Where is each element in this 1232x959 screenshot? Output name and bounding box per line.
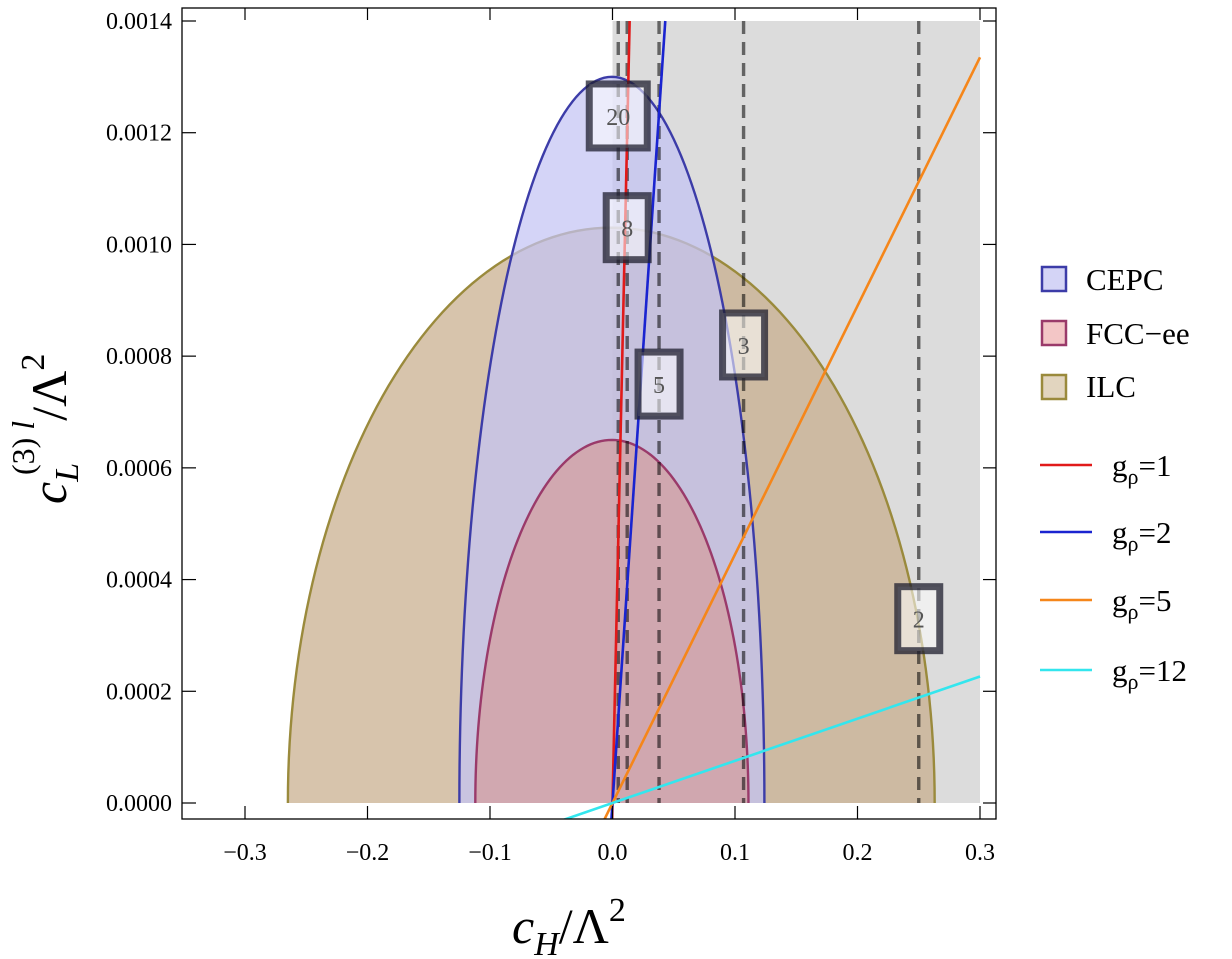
y-tick-label-5: 0.0010 [106, 232, 172, 258]
legend-label-cepc: CEPC [1086, 262, 1164, 297]
contour-label-3: 3 [738, 334, 750, 360]
y-title-main: c [21, 482, 77, 504]
contour-label-20: 20 [606, 105, 630, 131]
contour-labels: 20 8 5 3 2 [585, 80, 944, 655]
legend-swatch-cepc [1040, 265, 1068, 293]
line-g2 [610, 20, 667, 819]
y-title-sup3: 2 [15, 354, 52, 371]
legend-label-g1: gρ=1 [1112, 448, 1171, 489]
x-title-sup: 2 [609, 892, 626, 929]
x-tick-label-4: 0.1 [720, 840, 750, 866]
y-title-sup1: (3) [5, 438, 41, 475]
legend-swatch-ilc [1040, 373, 1068, 401]
line-g1 [610, 20, 631, 819]
legend-label-fcc: FCC−ee [1086, 316, 1190, 351]
contour-label-box-20 [585, 80, 651, 152]
region-fccee-fill [475, 439, 749, 803]
x-tick-label-6: 0.3 [965, 840, 995, 866]
svg-text:cL(3)l/Λ2: cL (3) l/Λ2 [5, 354, 86, 504]
y-tick-label-0: 0.0000 [106, 791, 172, 817]
x-axis-title: cH/Λ2 [512, 892, 626, 959]
contour-label-8: 8 [621, 217, 633, 243]
contour-label-5: 5 [653, 373, 665, 399]
y-axis: 0.0000 0.0002 0.0004 0.0006 0.0008 0.0010 0.00… [106, 9, 996, 817]
y-tick-label-3: 0.0006 [106, 456, 172, 482]
legend-label-g5: gρ=5 [1112, 583, 1171, 624]
y-title-sub: L [49, 463, 86, 483]
legend-label-ilc: ILC [1086, 369, 1136, 404]
legend-swatch-fcc [1040, 319, 1068, 347]
x-tick-label-2: −0.1 [468, 840, 512, 866]
y-title-rest: /Λ [21, 371, 77, 421]
y-tick-label-7: 0.0014 [106, 9, 172, 35]
x-tick-label-5: 0.2 [843, 840, 873, 866]
legend: CEPC FCC−ee ILC gρ=1 gρ=2 gρ=5 gρ=12 [1040, 262, 1190, 694]
x-tick-label-3: 0.0 [598, 840, 628, 866]
region-cepc-outline [458, 75, 766, 804]
legend-label-g12: gρ=12 [1112, 653, 1187, 694]
x-title-sub: H [533, 926, 561, 959]
contour-label-box-2 [894, 583, 944, 655]
region-fccee-outline [474, 438, 750, 804]
contour-label-box-8 [602, 192, 652, 264]
y-tick-label-4: 0.0008 [106, 344, 172, 370]
contour-label-2: 2 [913, 608, 925, 634]
x-title-rest: /Λ [559, 898, 609, 954]
y-tick-label-6: 0.0012 [106, 121, 172, 147]
data-layer [286, 20, 982, 819]
x-axis: −0.3 −0.2 −0.1 0.0 0.1 0.2 0.3 [223, 8, 995, 866]
contour-label-box-5 [634, 348, 684, 420]
x-tick-label-0: −0.3 [223, 840, 267, 866]
plot-frame [181, 7, 997, 820]
legend-label-g2: gρ=2 [1112, 515, 1171, 556]
x-tick-label-1: −0.2 [346, 840, 390, 866]
contour-label-box-3 [719, 309, 769, 381]
y-tick-label-1: 0.0002 [106, 679, 172, 705]
x-title-main: c [512, 898, 534, 954]
y-title-sup2: l [5, 421, 41, 430]
line-g4 [562, 675, 981, 819]
y-axis-title: cL (3) l/Λ2 [5, 354, 86, 504]
line-g3 [603, 56, 982, 819]
y-tick-label-2: 0.0004 [106, 568, 172, 594]
